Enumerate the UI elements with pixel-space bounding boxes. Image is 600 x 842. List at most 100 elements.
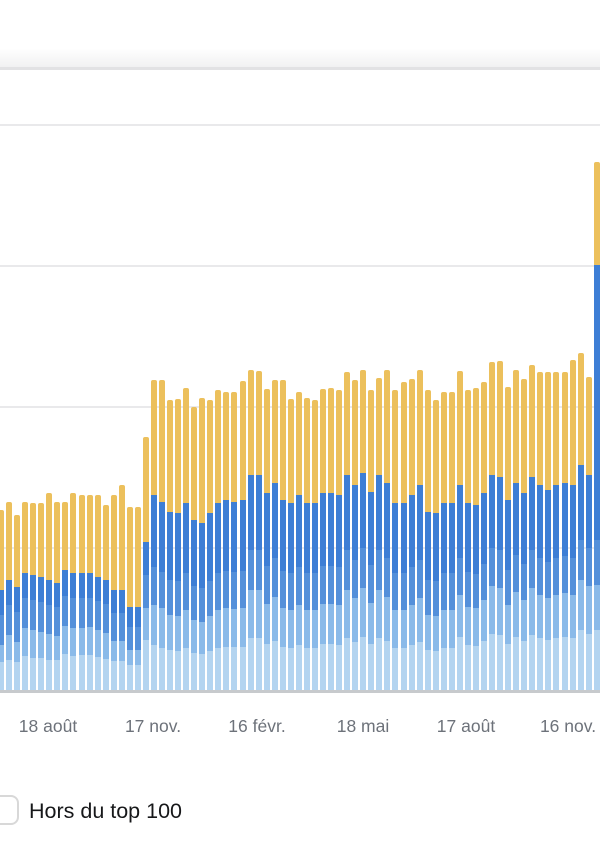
bar[interactable] <box>336 390 343 690</box>
bar[interactable] <box>440 392 447 690</box>
bar[interactable] <box>255 371 262 690</box>
bar[interactable] <box>207 400 214 690</box>
segment-blue-medium <box>593 540 600 585</box>
segment-yellow-top <box>46 493 53 580</box>
bar[interactable] <box>344 372 351 690</box>
bar[interactable] <box>553 372 560 690</box>
bar[interactable] <box>368 390 375 690</box>
bar[interactable] <box>126 507 133 690</box>
bar[interactable] <box>38 503 45 690</box>
bar[interactable] <box>247 370 254 690</box>
bar[interactable] <box>432 400 439 690</box>
bar[interactable] <box>78 495 85 690</box>
bar[interactable] <box>287 399 294 690</box>
bar[interactable] <box>183 388 190 690</box>
segment-yellow-top <box>62 502 69 570</box>
bar[interactable] <box>384 370 391 690</box>
bar[interactable] <box>271 380 278 690</box>
bar[interactable] <box>199 398 206 690</box>
segment-blue-light <box>481 600 487 641</box>
bar[interactable] <box>464 390 471 690</box>
segment-blue-strong <box>0 590 4 615</box>
bar[interactable] <box>6 502 13 690</box>
bar[interactable] <box>295 392 302 690</box>
legend-row[interactable]: Hors du top 100 <box>0 794 600 828</box>
segment-blue-medium <box>585 548 592 586</box>
segment-blue-light <box>78 628 85 655</box>
bar[interactable] <box>175 399 182 690</box>
bar[interactable] <box>70 493 77 690</box>
bar[interactable] <box>118 485 125 690</box>
bar[interactable] <box>223 392 230 690</box>
bar[interactable] <box>400 382 407 690</box>
bar[interactable] <box>360 370 367 690</box>
segment-blue-medium <box>416 560 423 598</box>
bar[interactable] <box>159 380 165 690</box>
bar[interactable] <box>263 389 270 690</box>
bar[interactable] <box>110 495 117 690</box>
bar[interactable] <box>303 398 310 690</box>
bar[interactable] <box>497 361 504 690</box>
segment-yellow-top <box>384 370 391 483</box>
bar[interactable] <box>416 370 423 690</box>
bar[interactable] <box>94 495 101 690</box>
segment-blue-strong <box>561 483 568 556</box>
bar[interactable] <box>62 502 69 690</box>
bar[interactable] <box>0 510 4 690</box>
bar[interactable] <box>376 378 383 690</box>
bar[interactable] <box>320 389 326 690</box>
segment-blue-palest <box>271 641 278 690</box>
bar[interactable] <box>239 381 246 690</box>
bar[interactable] <box>513 370 520 690</box>
bar[interactable] <box>279 380 286 690</box>
segment-blue-light <box>271 597 278 641</box>
bar[interactable] <box>505 387 512 690</box>
bar[interactable] <box>150 380 157 690</box>
bar[interactable] <box>456 371 463 690</box>
segment-blue-light <box>70 628 77 656</box>
bar[interactable] <box>529 365 536 690</box>
segment-blue-strong <box>448 503 455 573</box>
legend-checkbox[interactable] <box>0 795 19 825</box>
bar[interactable] <box>489 362 496 690</box>
segment-yellow-top <box>368 390 375 492</box>
segment-blue-light <box>207 616 214 651</box>
legend-label[interactable]: Hors du top 100 <box>29 799 182 823</box>
bar[interactable] <box>191 407 198 690</box>
bar[interactable] <box>142 437 149 690</box>
bar[interactable] <box>102 505 109 690</box>
bar[interactable] <box>311 400 318 690</box>
segment-yellow-top <box>199 398 206 523</box>
bar[interactable] <box>408 379 415 690</box>
segment-blue-medium <box>247 550 254 590</box>
segment-blue-strong <box>142 542 149 575</box>
bar[interactable] <box>561 372 568 690</box>
bar[interactable] <box>328 388 335 690</box>
bar[interactable] <box>585 377 592 690</box>
bar[interactable] <box>569 360 576 690</box>
bar[interactable] <box>167 400 174 690</box>
bar[interactable] <box>392 390 399 690</box>
segment-yellow-top <box>94 495 101 577</box>
bar[interactable] <box>14 515 21 690</box>
bar[interactable] <box>30 503 37 690</box>
bar[interactable] <box>521 379 528 690</box>
bar[interactable] <box>537 372 544 690</box>
segment-blue-medium <box>577 540 584 580</box>
bar[interactable] <box>352 380 359 690</box>
bar[interactable] <box>46 493 53 690</box>
bar[interactable] <box>231 392 238 690</box>
segment-blue-light <box>14 642 21 662</box>
bar[interactable] <box>448 392 455 690</box>
bar[interactable] <box>54 502 61 690</box>
bar[interactable] <box>86 495 93 690</box>
bar[interactable] <box>545 372 552 690</box>
bar[interactable] <box>577 353 584 690</box>
bar[interactable] <box>481 382 487 690</box>
bar[interactable] <box>134 507 141 690</box>
bar[interactable] <box>22 502 29 690</box>
bar[interactable] <box>215 390 222 690</box>
bar[interactable] <box>424 390 431 690</box>
bar[interactable] <box>593 162 600 690</box>
bar[interactable] <box>472 388 479 690</box>
